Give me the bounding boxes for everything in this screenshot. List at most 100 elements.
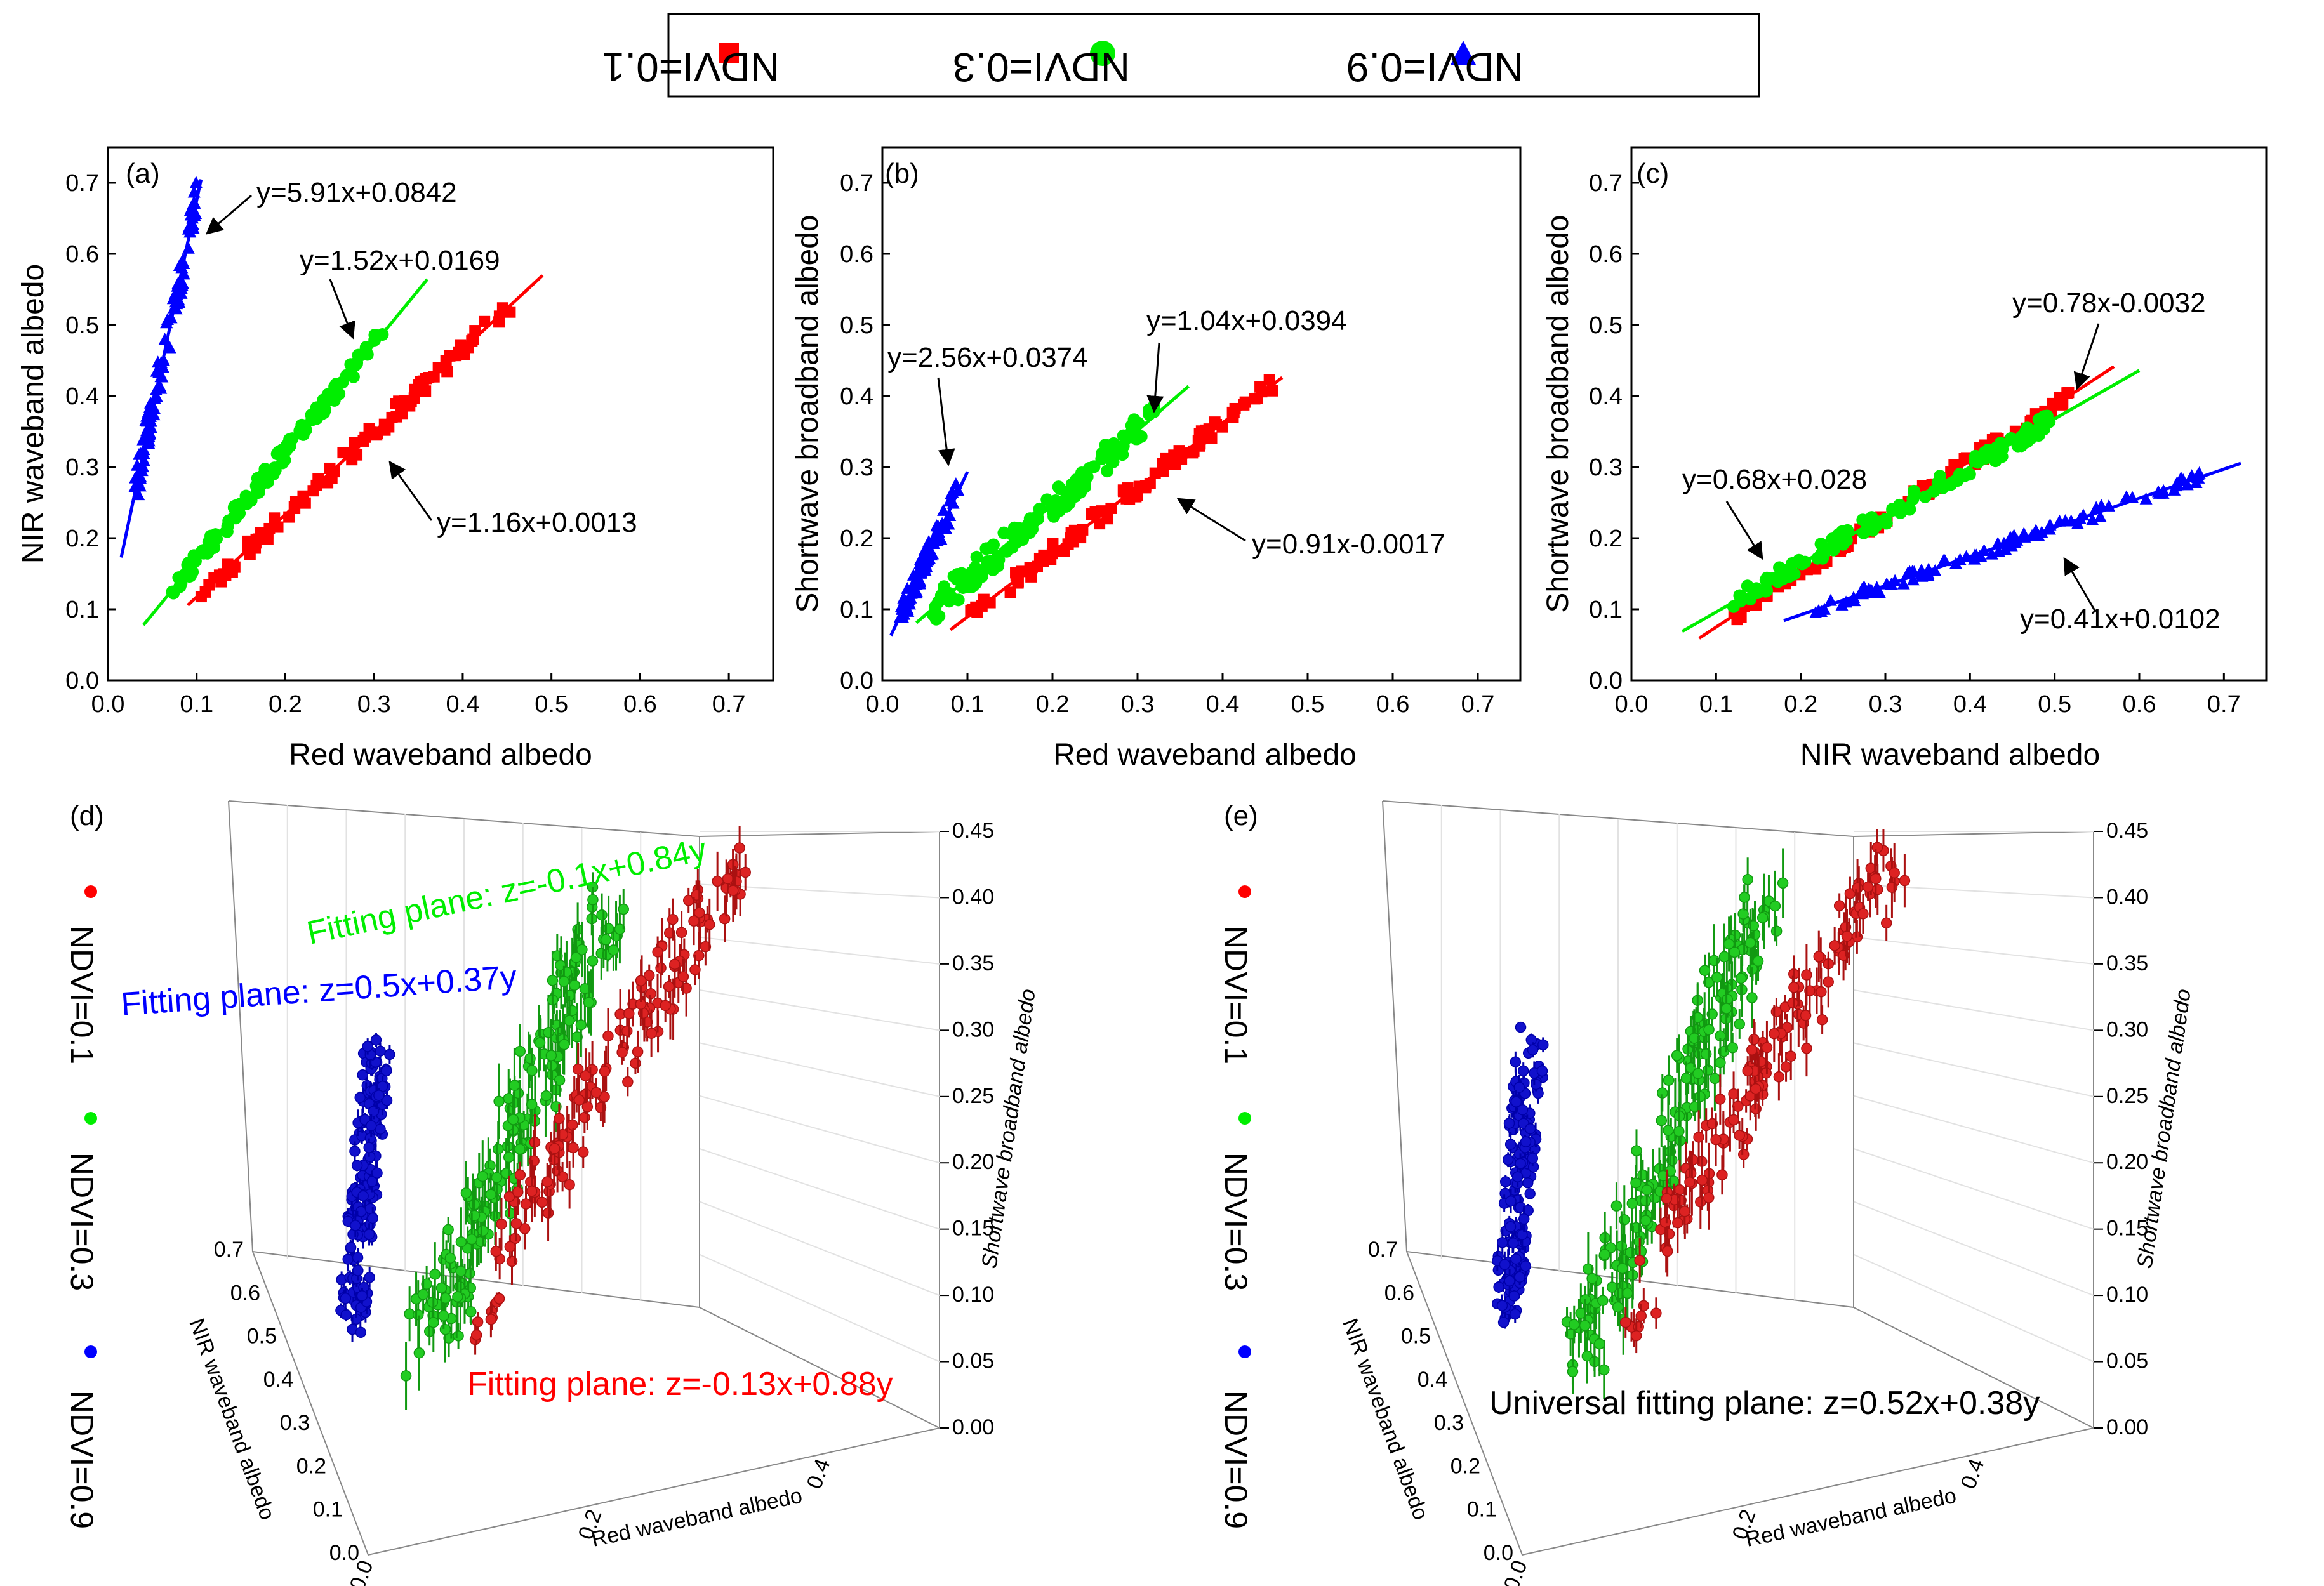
- data-point: [1684, 1176, 1696, 1188]
- x-tick-label: 0.7: [2207, 691, 2241, 718]
- data-point: [1511, 1171, 1524, 1182]
- y-tick-label: 0.1: [65, 597, 99, 623]
- data-point: [1565, 1328, 1576, 1340]
- data-point: [1671, 1050, 1683, 1061]
- arrow: [1146, 342, 1164, 413]
- data-point: [727, 885, 739, 896]
- series-NDVI=0.3: [142, 278, 428, 626]
- data-point: [1650, 1307, 1662, 1319]
- data-point: [740, 866, 751, 878]
- data-point: [1641, 1184, 1653, 1196]
- data-point: [163, 341, 176, 354]
- data-point: [590, 1087, 602, 1099]
- x-axis-label: Red waveband albedo: [1743, 1483, 1958, 1552]
- data-point: [491, 1172, 503, 1184]
- fit-label-red: y=1.16x+0.0013: [437, 507, 637, 538]
- data-point: [363, 1229, 375, 1240]
- plane-label-universal: Universal fitting plane: z=0.52x+0.38y: [1489, 1385, 2040, 1422]
- arrow: [329, 279, 355, 340]
- z-tick-label: 0.25: [952, 1084, 994, 1108]
- data-point: [1504, 1221, 1517, 1232]
- data-point: [470, 1329, 482, 1341]
- data-point: [371, 1167, 383, 1179]
- data-marks: [1681, 365, 2241, 640]
- panel-c: 0.0 0.1 0.2 0.3 0.4 0.5 0.6 0.7 0.0 0.1 0.2 0.3 0.4…: [1541, 146, 2268, 772]
- data-point: [1052, 495, 1066, 508]
- fit-line: [915, 385, 1190, 624]
- grid-line: [1853, 1095, 2094, 1164]
- data-point: [1746, 992, 1758, 1003]
- data-point: [1497, 1316, 1510, 1328]
- data-point: [356, 1290, 368, 1302]
- data-point: [564, 1179, 575, 1191]
- y-tick-label: 0.4: [840, 383, 873, 410]
- z-tick-label: 0.45: [952, 819, 994, 843]
- data-point: [435, 1282, 448, 1294]
- x-tick-label: 0.2: [1036, 691, 1070, 718]
- data-point: [558, 975, 570, 988]
- z-tick-label: 0.35: [2106, 951, 2148, 975]
- data-point: [969, 576, 983, 590]
- fit-line: [119, 179, 203, 558]
- legend-box: [667, 13, 1760, 98]
- x-tick-label: 0.4: [1206, 691, 1240, 718]
- y-tick-label: 0.3: [1589, 454, 1623, 481]
- data-point: [577, 1146, 589, 1158]
- grid-3d: [286, 805, 940, 1363]
- box-3d: [228, 800, 940, 1556]
- data-point: [337, 447, 349, 459]
- data-point: [669, 958, 681, 970]
- grid-line: [699, 936, 940, 965]
- legend-label-ndvi-0.3: NDVI=0.3: [64, 1153, 100, 1291]
- data-point: [1674, 1184, 1685, 1196]
- data-point: [355, 1326, 367, 1338]
- data-point: [1734, 1018, 1746, 1030]
- data-point: [545, 1050, 557, 1061]
- y-tick-label: 0.5: [840, 312, 873, 339]
- data-point: [345, 1241, 357, 1253]
- data-point: [1679, 1205, 1690, 1217]
- data-point: [576, 944, 588, 955]
- cluster: [490, 825, 751, 1285]
- data-point: [514, 1143, 526, 1155]
- data-point: [1720, 1003, 1732, 1014]
- data-point: [1263, 374, 1275, 386]
- data-point: [296, 428, 310, 441]
- panel-d: (d) 0.000.050.100.150.200.250.300.350.40…: [64, 800, 1040, 1586]
- y-tick-label: 0.0: [1589, 668, 1623, 694]
- z-tick-label: 0.20: [952, 1150, 994, 1174]
- data-point: [1659, 1217, 1671, 1228]
- data-point: [1496, 1300, 1508, 1311]
- legend-label-ndvi-0.1: NDVI=0.1: [1218, 926, 1254, 1064]
- arrow: [2063, 557, 2096, 611]
- data-point: [572, 1063, 584, 1075]
- data-point: [1657, 1087, 1668, 1099]
- data-point: [1769, 900, 1781, 912]
- data-point: [504, 1241, 516, 1253]
- data-point: [1785, 1050, 1796, 1062]
- fit-label-blue: y=0.41x+0.0102: [2020, 604, 2221, 635]
- data-point: [355, 348, 369, 361]
- y-tick-label: 0.4: [1589, 383, 1623, 410]
- data-point: [1880, 917, 1892, 929]
- data-point: [559, 1038, 570, 1050]
- data-point: [1922, 569, 1935, 581]
- data-point: [328, 466, 340, 478]
- data-point: [1619, 1316, 1631, 1328]
- data-point: [1062, 496, 1075, 509]
- data-point: [563, 1015, 575, 1026]
- cluster: [1561, 848, 1789, 1400]
- data-point: [1134, 430, 1148, 443]
- data-point: [1992, 545, 2005, 557]
- data-point: [534, 1037, 546, 1048]
- fit-line: [1681, 369, 2141, 633]
- data-point: [1801, 969, 1812, 981]
- data-point: [1699, 965, 1711, 976]
- legend-label-ndvi-0.1: NDVI=0.1: [602, 44, 780, 90]
- x-axis-ticks: 0.0 0.1 0.2 0.3 0.4 0.5 0.6 0.7: [91, 673, 746, 718]
- fit-label-green: y=0.68x+0.028: [1682, 464, 1867, 495]
- plane-label-green: Fitting plane: z=-0.1x+0.84y: [303, 831, 710, 952]
- data-point: [1640, 1215, 1652, 1226]
- data-point: [485, 1189, 496, 1200]
- data-point: [493, 1293, 505, 1304]
